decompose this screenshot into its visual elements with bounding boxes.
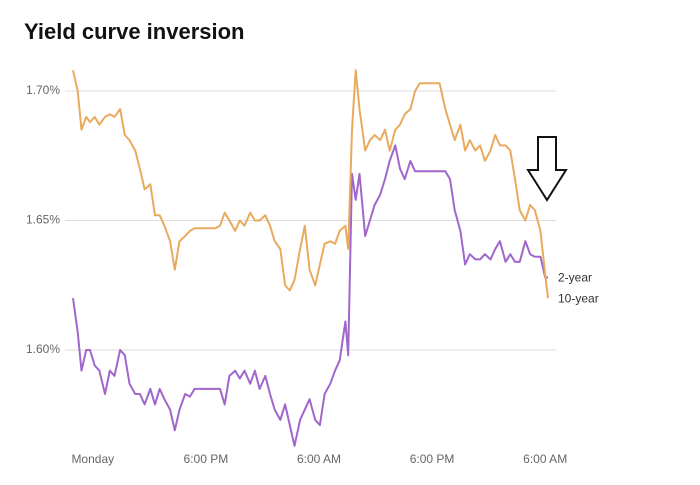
y-tick-label: 1.60%: [26, 342, 60, 356]
line: [72, 144, 548, 447]
x-tick-label: 6:00 PM: [410, 452, 455, 466]
y-tick-label: 1.70%: [26, 83, 60, 97]
series-label: 2-year: [558, 271, 592, 285]
x-tick-label: 6:00 PM: [184, 452, 229, 466]
x-tick-label: 6:00 AM: [297, 452, 341, 466]
arrow-icon: [526, 136, 568, 202]
y-tick-label: 1.65%: [26, 213, 60, 227]
x-tick-label: Monday: [71, 452, 114, 466]
line: [72, 69, 549, 299]
x-tick-label: 6:00 AM: [523, 452, 567, 466]
chart-title: Yield curve inversion: [24, 19, 245, 44]
series-label: 10-year: [558, 291, 599, 305]
